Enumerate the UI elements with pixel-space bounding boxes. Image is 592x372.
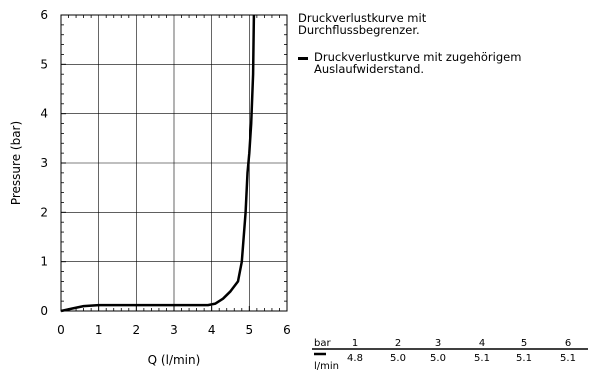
x-tick-label: 0: [57, 323, 65, 337]
table-cell-bar: 6: [565, 338, 571, 349]
y-tick-label: 0: [40, 304, 48, 318]
y-tick-label: 1: [40, 255, 48, 269]
table-columns: 1 4.8 2 5.0 3 5.0 4 5.1 5 5.1 6 5.1: [347, 338, 576, 364]
x-tick-label: 2: [133, 323, 141, 337]
table-cell-flow: 5.0: [390, 353, 406, 364]
table-cell-flow: 5.1: [474, 353, 490, 364]
series-layer: [60, 14, 256, 313]
x-tick-label: 5: [246, 323, 254, 337]
table-cell-flow: 5.1: [516, 353, 532, 364]
table-row-label-bar: bar: [314, 338, 331, 349]
table-cell-bar: 2: [395, 338, 401, 349]
table-cell-flow: 5.0: [430, 353, 446, 364]
x-tick-label: 6: [283, 323, 291, 337]
table-cell-flow: 4.8: [347, 353, 363, 364]
table-cell-flow: 5.1: [560, 353, 576, 364]
legend-entry-label: Druckverlustkurve mit zugehörigem Auslau…: [314, 50, 522, 76]
series-line: [60, 14, 256, 313]
x-axis-title: Q (l/min): [148, 353, 201, 367]
y-tick-label: 5: [40, 57, 48, 71]
x-tick-label: 4: [208, 323, 216, 337]
table-cell-bar: 1: [352, 338, 358, 349]
table-row-label-flow: l/min: [314, 361, 339, 370]
plot-frame: [60, 14, 288, 312]
flow-table: bar l/min 1 4.8 2 5.0 3 5.0 4 5.1 5 5.1 6 5.1: [312, 338, 588, 370]
table-cell-bar: 4: [479, 338, 485, 349]
y-tick-label: 3: [40, 156, 48, 170]
tick-labels: 0 1 2 3 4 5 6 0 1 2 3 4 5 6: [40, 8, 290, 337]
legend-note: Druckverlustkurve mit Durchflussbegrenze…: [298, 12, 588, 36]
x-tick-label: 3: [170, 323, 178, 337]
legend-note-text: Druckverlustkurve mit Durchflussbegrenze…: [298, 11, 427, 37]
y-tick-label: 4: [40, 107, 48, 121]
table-cell-bar: 5: [521, 338, 527, 349]
y-tick-label: 6: [40, 8, 48, 22]
x-tick-label: 1: [95, 323, 103, 337]
pressure-flow-chart: 0 1 2 3 4 5 6 0 1 2 3 4 5 6 Q (l/min) Pressure (bar): [9, 8, 291, 367]
table-cell-bar: 3: [435, 338, 441, 349]
legend-line-swatch: [298, 57, 308, 60]
y-tick-label: 2: [40, 205, 48, 219]
y-axis-title: Pressure (bar): [9, 121, 23, 205]
